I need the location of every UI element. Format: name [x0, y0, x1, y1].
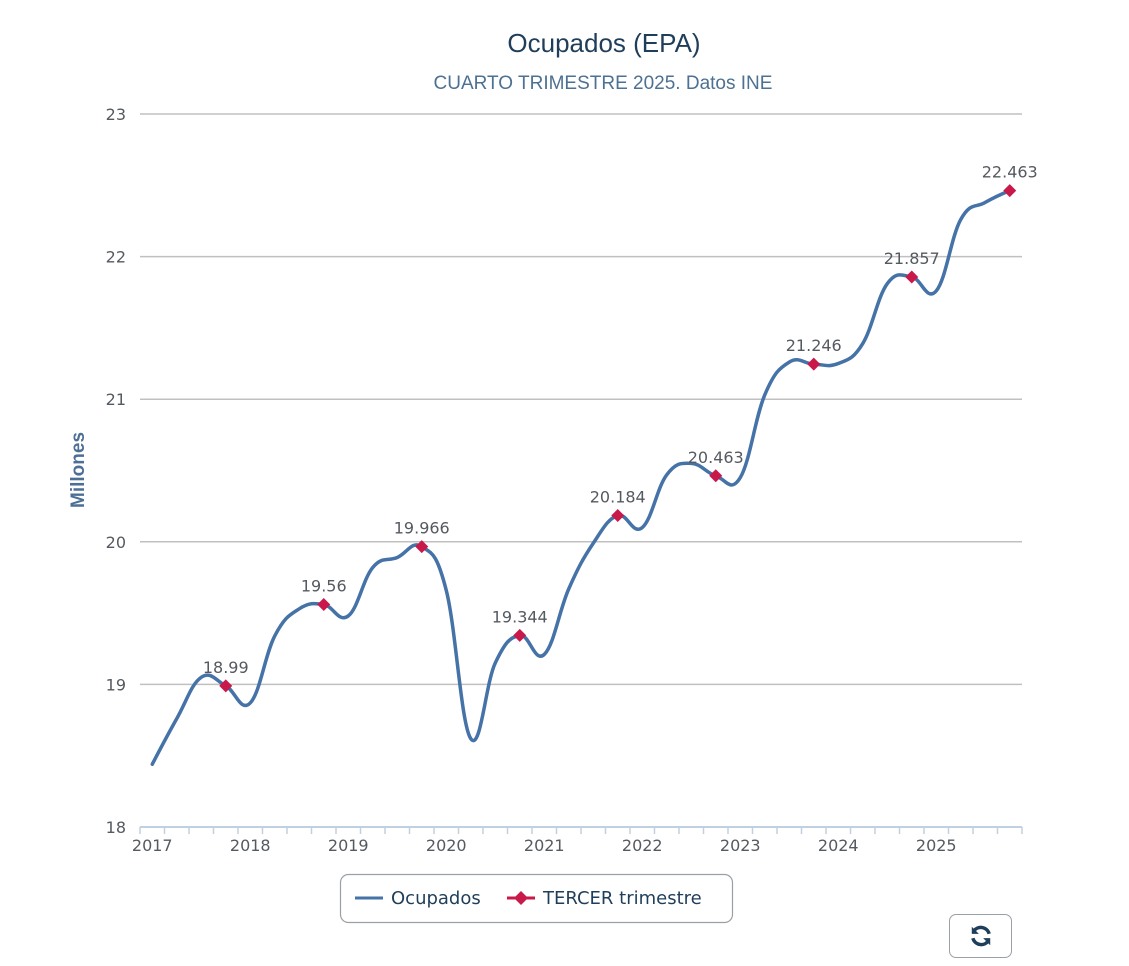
diamond-marker[interactable] [905, 270, 919, 284]
legend-item-ocupados[interactable]: Ocupados [355, 888, 481, 909]
data-label: 18.99 [203, 658, 249, 677]
x-tick-label: 2023 [720, 836, 761, 855]
y-tick-label: 19 [106, 675, 126, 694]
diamond-marker[interactable] [807, 357, 821, 371]
y-tick-label: 23 [106, 105, 126, 124]
data-label: 19.344 [492, 607, 548, 626]
y-tick-label: 21 [106, 390, 126, 409]
diamond-marker[interactable] [611, 509, 625, 523]
legend-diamond-icon [514, 891, 528, 905]
chart-title: Ocupados (EPA) [507, 28, 700, 58]
diamond-marker[interactable] [1003, 184, 1017, 198]
y-axis-ticks: 18 19 20 21 22 23 [106, 105, 126, 837]
x-tick-label: 2024 [818, 836, 859, 855]
grid-lines [140, 113, 1022, 686]
data-label: 21.857 [884, 249, 940, 268]
series-ocupados [150, 188, 1012, 767]
data-label: 19.56 [301, 577, 347, 596]
refresh-button[interactable] [949, 914, 1012, 958]
x-tick-label: 2020 [426, 836, 467, 855]
diamond-marker[interactable] [415, 540, 429, 554]
data-label: 21.246 [786, 336, 842, 355]
x-axis: 2017 2018 2019 2020 2021 2022 2023 2024 2025 [132, 826, 1023, 855]
legend-item-tercer-trimestre[interactable]: TERCER trimestre [507, 888, 702, 909]
y-tick-label: 20 [106, 533, 126, 552]
legend: Ocupados TERCER trimestre [339, 873, 734, 924]
x-tick-label: 2019 [328, 836, 369, 855]
diamond-marker[interactable] [709, 469, 723, 483]
data-label: 20.463 [688, 448, 744, 467]
series-tercer-trimestre [219, 184, 1017, 693]
diamond-marker[interactable] [317, 598, 331, 612]
data-label: 19.966 [394, 519, 450, 538]
y-axis-label: Millones [68, 432, 89, 508]
x-tick-label: 2025 [916, 836, 957, 855]
x-tick-label: 2022 [622, 836, 663, 855]
chart-subtitle: CUARTO TRIMESTRE 2025. Datos INE [434, 73, 773, 94]
x-tick-label: 2017 [132, 836, 173, 855]
data-label: 20.184 [590, 488, 646, 507]
series-line-ocupados [150, 188, 1012, 767]
x-tick-label: 2021 [524, 836, 565, 855]
legend-box [339, 873, 734, 924]
legend-label-tercer-trimestre: TERCER trimestre [542, 888, 702, 909]
y-tick-label: 22 [106, 248, 126, 267]
x-tick-label: 2018 [230, 836, 271, 855]
data-label: 22.463 [982, 163, 1038, 182]
diamond-marker[interactable] [219, 679, 233, 693]
data-labels: 18.99 19.56 19.966 19.344 20.184 20.463 21.246… [203, 163, 1038, 677]
y-tick-label: 18 [106, 818, 126, 837]
legend-label-ocupados: Ocupados [391, 888, 481, 909]
diamond-marker[interactable] [513, 628, 527, 642]
refresh-icon [970, 925, 991, 947]
